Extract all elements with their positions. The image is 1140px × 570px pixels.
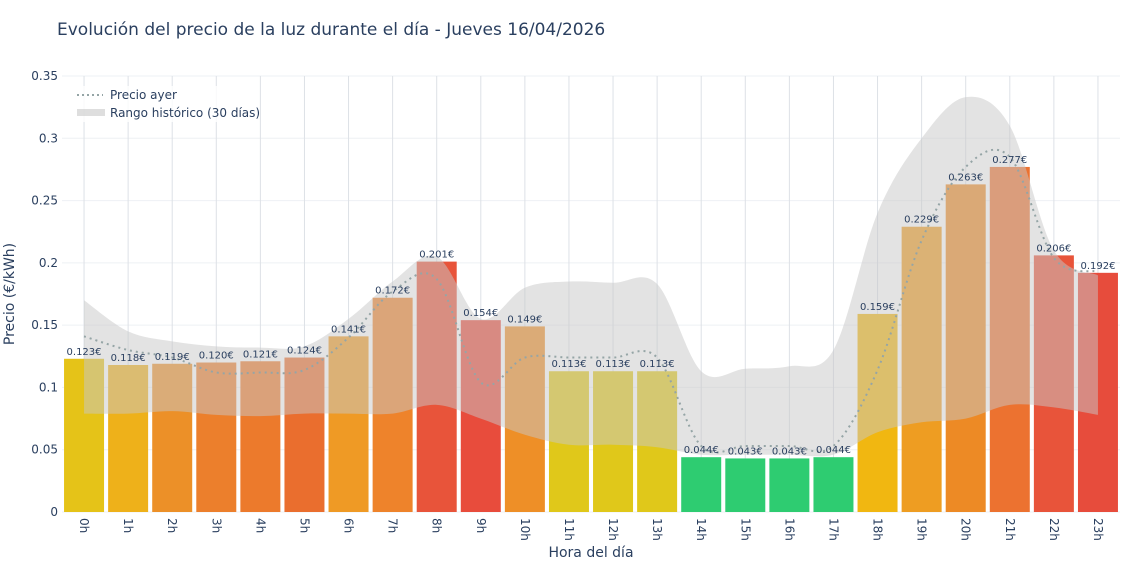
data-label: 0.277€ — [992, 155, 1027, 166]
y-tick-label: 0.25 — [31, 194, 58, 208]
x-axis-title: Hora del día — [548, 545, 633, 561]
data-label: 0.172€ — [375, 286, 410, 297]
bar-17h — [813, 457, 854, 512]
data-label: 0.113€ — [551, 359, 586, 370]
data-label: 0.118€ — [111, 353, 146, 364]
data-label: 0.229€ — [904, 215, 939, 226]
data-label: 0.159€ — [860, 302, 895, 313]
data-label: 0.119€ — [155, 352, 190, 363]
y-tick-label: 0.15 — [31, 318, 58, 332]
x-tick-label: 22h — [1047, 518, 1061, 541]
x-tick-label: 9h — [474, 518, 488, 533]
x-tick-label: 5h — [297, 518, 311, 533]
x-tick-label: 23h — [1091, 518, 1105, 541]
legend-historical-range: Rango histórico (30 días) — [110, 106, 260, 120]
y-tick-label: 0.3 — [39, 131, 58, 145]
data-label: 0.154€ — [463, 308, 498, 319]
x-tick-label: 12h — [606, 518, 620, 541]
y-tick-label: 0.35 — [31, 69, 58, 83]
x-tick-label: 15h — [738, 518, 752, 541]
data-label: 0.044€ — [816, 445, 851, 456]
bar-16h — [769, 458, 810, 512]
x-tick-label: 7h — [386, 518, 400, 533]
data-label: 0.113€ — [596, 359, 631, 370]
chart-title: Evolución del precio de la luz durante e… — [57, 20, 606, 40]
data-label: 0.044€ — [684, 445, 719, 456]
historical-range-band — [84, 96, 1098, 457]
x-tick-label: 21h — [1003, 518, 1017, 541]
y-tick-label: 0.1 — [39, 380, 58, 394]
x-tick-label: 17h — [826, 518, 840, 541]
data-label: 0.149€ — [507, 314, 542, 325]
x-tick-label: 19h — [915, 518, 929, 541]
x-tick-label: 14h — [694, 518, 708, 541]
y-tick-label: 0 — [50, 505, 58, 519]
data-label: 0.043€ — [772, 446, 807, 457]
legend-yesterday: Precio ayer — [110, 88, 177, 102]
legend-band-icon — [77, 109, 105, 116]
data-label: 0.121€ — [243, 349, 278, 360]
x-tick-label: 3h — [209, 518, 223, 533]
x-tick-label: 18h — [871, 518, 885, 541]
bar-15h — [725, 458, 766, 512]
data-label: 0.124€ — [287, 346, 322, 357]
data-label: 0.113€ — [640, 359, 675, 370]
data-label: 0.201€ — [419, 250, 454, 261]
data-label: 0.141€ — [331, 324, 366, 335]
x-tick-label: 20h — [959, 518, 973, 541]
y-tick-label: 0.2 — [39, 256, 58, 270]
x-tick-label: 0h — [77, 518, 91, 533]
x-tick-label: 4h — [253, 518, 267, 533]
x-tick-label: 10h — [518, 518, 532, 541]
x-tick-label: 6h — [342, 518, 356, 533]
x-tick-label: 13h — [650, 518, 664, 541]
y-axis-title: Precio (€/kWh) — [2, 243, 18, 345]
data-label: 0.192€ — [1080, 261, 1115, 272]
x-tick-label: 1h — [121, 518, 135, 533]
data-label: 0.263€ — [948, 172, 983, 183]
x-tick-label: 16h — [782, 518, 796, 541]
y-tick-label: 0.05 — [31, 443, 58, 457]
data-label: 0.123€ — [67, 347, 102, 358]
data-label: 0.043€ — [728, 446, 763, 457]
data-label: 0.120€ — [199, 351, 234, 362]
x-tick-label: 8h — [430, 518, 444, 533]
x-tick-label: 2h — [165, 518, 179, 533]
bar-14h — [681, 457, 722, 512]
x-tick-label: 11h — [562, 518, 576, 541]
data-label: 0.206€ — [1036, 243, 1071, 254]
